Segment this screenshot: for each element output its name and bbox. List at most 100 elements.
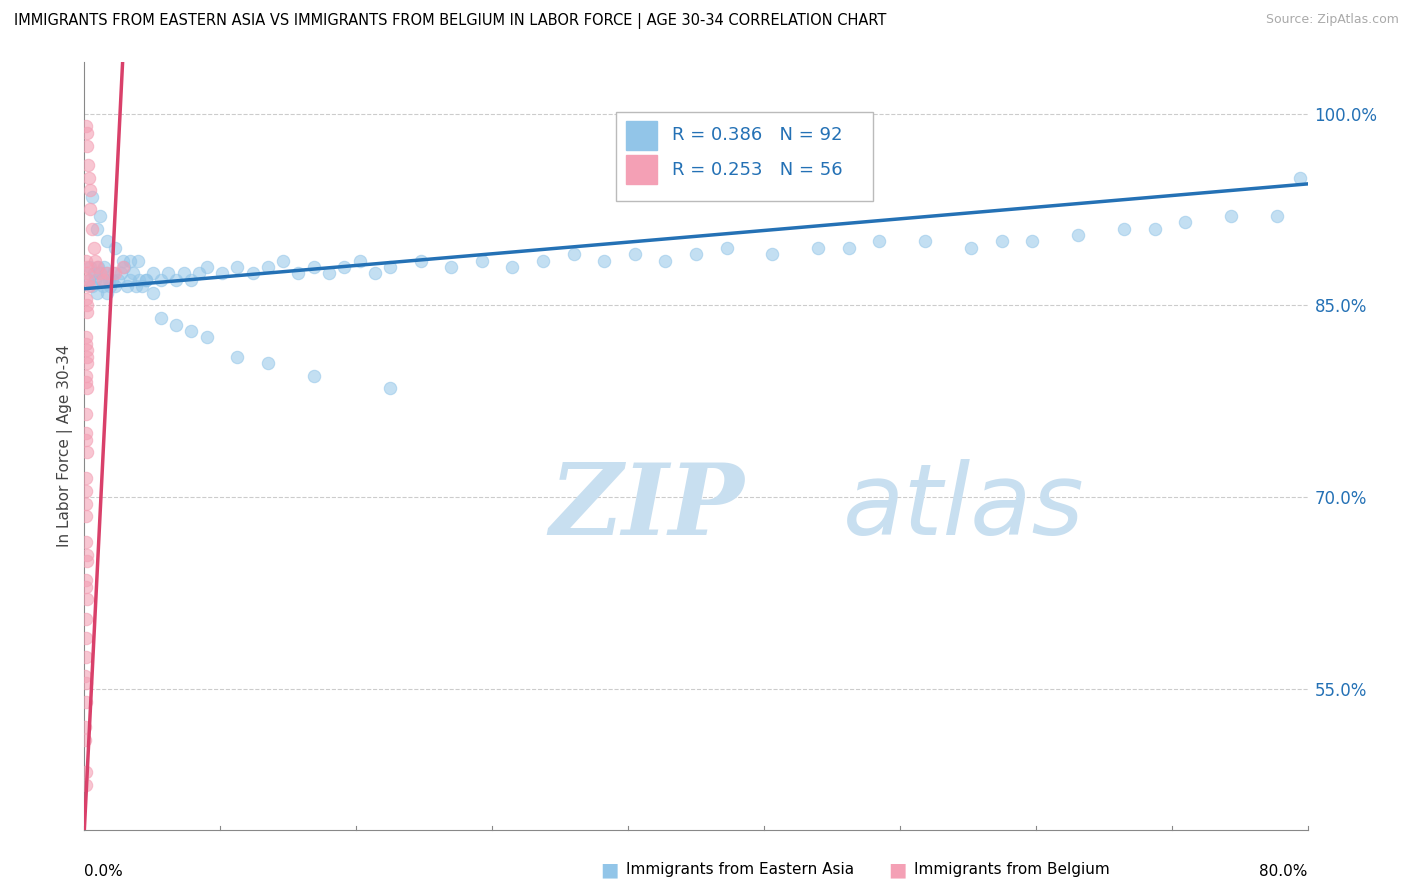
Point (76, 343, 98, 357)
Text: ZIP: ZIP (550, 459, 744, 556)
Point (180, 273, 202, 287)
Point (135, 273, 157, 287)
Point (127, 253, 149, 268)
Point (195, 260, 218, 274)
Point (761, 247, 783, 261)
Point (110, 266, 132, 280)
Point (624, 247, 647, 261)
Point (104, 241, 127, 255)
Point (471, 253, 494, 268)
Point (79, 202, 101, 217)
Point (94, 266, 117, 280)
Point (1174, 215, 1197, 229)
Point (76, 356, 98, 370)
Point (869, 235, 891, 249)
Point (76, 592, 98, 607)
Text: ■: ■ (600, 860, 619, 880)
Point (83, 241, 105, 255)
Point (80, 279, 103, 293)
Point (76, 266, 98, 280)
Text: R = 0.253   N = 56: R = 0.253 N = 56 (672, 161, 842, 178)
Point (86, 221, 108, 235)
Point (97, 273, 120, 287)
Point (287, 266, 309, 280)
Point (120, 273, 142, 287)
Point (75, 649, 97, 664)
Point (79, 183, 101, 197)
Point (149, 311, 172, 326)
Point (226, 350, 249, 364)
Point (75, 483, 97, 498)
Y-axis label: In Labor Force | Age 30-34: In Labor Force | Age 30-34 (58, 344, 73, 548)
Point (75, 675, 97, 690)
Point (75, 496, 97, 510)
Point (91, 279, 114, 293)
Bar (626, 155, 657, 185)
Point (89, 209, 111, 223)
Point (77, 273, 100, 287)
Point (75, 733, 97, 747)
Point (157, 266, 180, 280)
Text: Source: ZipAtlas.com: Source: ZipAtlas.com (1265, 13, 1399, 27)
Point (195, 330, 218, 344)
Point (75, 407, 97, 421)
Point (75, 573, 97, 587)
Point (75, 669, 97, 683)
Point (75, 292, 97, 306)
Point (115, 279, 138, 293)
Point (991, 235, 1014, 249)
Point (131, 279, 153, 293)
Point (75, 611, 97, 625)
Point (349, 253, 371, 268)
Point (593, 253, 616, 268)
Point (96, 266, 118, 280)
Point (76, 126, 98, 140)
Text: Immigrants from Belgium: Immigrants from Belgium (914, 863, 1109, 877)
Text: IMMIGRANTS FROM EASTERN ASIA VS IMMIGRANTS FROM BELGIUM IN LABOR FORCE | AGE 30-: IMMIGRANTS FROM EASTERN ASIA VS IMMIGRAN… (14, 13, 886, 29)
Point (1143, 221, 1166, 235)
Point (90, 273, 112, 287)
Point (380, 260, 402, 274)
Point (226, 260, 249, 274)
Point (75, 471, 97, 485)
Point (104, 279, 127, 293)
Point (89, 266, 111, 280)
Point (960, 241, 983, 255)
Point (75, 120, 97, 134)
Point (77, 158, 100, 172)
Point (87, 260, 110, 274)
Point (1067, 227, 1090, 242)
Point (75, 509, 97, 524)
Point (104, 266, 127, 280)
Point (77, 279, 100, 293)
Point (716, 241, 738, 255)
Point (318, 266, 340, 280)
Point (562, 247, 585, 261)
Point (79, 260, 101, 274)
Point (75, 433, 97, 447)
Point (86, 260, 108, 274)
Point (83, 266, 105, 280)
Point (211, 266, 233, 280)
Point (77, 170, 100, 185)
Point (75, 631, 97, 645)
Point (76, 298, 98, 312)
Point (75, 695, 97, 709)
Point (120, 253, 142, 268)
Point (271, 253, 294, 268)
Point (1220, 209, 1243, 223)
Point (75, 720, 97, 734)
Point (380, 381, 402, 395)
Bar (626, 120, 657, 150)
Point (111, 253, 134, 268)
Point (75, 375, 97, 389)
Point (107, 273, 129, 287)
Point (76, 138, 98, 153)
Text: 80.0%: 80.0% (1260, 864, 1308, 880)
Point (685, 247, 707, 261)
Point (409, 253, 432, 268)
Point (502, 260, 524, 274)
Point (1114, 221, 1136, 235)
Point (77, 273, 100, 287)
Point (1021, 235, 1043, 249)
